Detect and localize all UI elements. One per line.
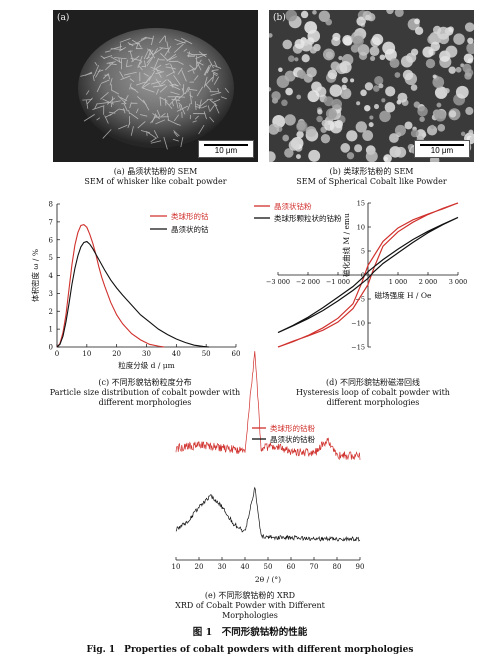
caption-a: (a) 晶须状钴粉的 SEM SEM of whisker like cobal… <box>53 167 258 187</box>
chart-c-xtick-label: 0 <box>55 350 59 358</box>
sem-image-whisker: (a) 10 μm <box>53 10 258 162</box>
chart-d-series-0 <box>277 202 459 348</box>
chart-e-xtick-label: 20 <box>195 563 204 571</box>
chart-c-xtick-label: 60 <box>232 350 241 358</box>
scale-bar-b: 10 μm <box>414 140 470 158</box>
caption-e-en-2: Morphologies <box>222 611 278 620</box>
chart-d-ytick-label: −5 <box>355 296 365 304</box>
chart-c-ytick-label: 4 <box>49 272 54 280</box>
caption-c-zh: (c) 不同形貌钴粉粒度分布 <box>98 378 192 387</box>
chart-c-ytick-label: 0 <box>49 344 53 352</box>
chart-c: 0 10 20 30 40 50 60 0 1 2 3 4 5 6 7 8 粒度分级 d / μm 体积密度 ω … <box>30 201 240 371</box>
caption-a-zh: (a) 晶须状钴粉的 SEM <box>113 167 198 176</box>
chart-c-axes <box>56 204 236 348</box>
sem-spherical-texture <box>269 10 474 162</box>
figure-title-zh: 图 1 不同形貌钴粉的性能 <box>192 627 308 638</box>
chart-d-xtick-label: 1 000 <box>389 278 408 286</box>
chart-e-legend-label-0: 类球形的钴粉 <box>270 423 315 433</box>
chart-d: −3 000 −2 000 −1 000 1 000 2 000 3 000 −15 −10 −… <box>254 200 467 352</box>
panel-letter-a: (a) <box>57 13 70 23</box>
chart-c-series-1 <box>56 240 210 348</box>
chart-d-xtick-label: −3 000 <box>266 278 290 286</box>
caption-d-en-1: Hysteresis loop of cobalt powder with <box>296 388 450 397</box>
chart-c-xtick-label: 30 <box>142 350 151 358</box>
caption-d-zh: (d) 不同形貌钴粉磁滞回线 <box>326 378 420 387</box>
scale-bar-label-b: 10 μm <box>430 146 454 155</box>
chart-d-ytick-label: 5 <box>361 248 365 256</box>
caption-b-zh: (b) 类球形钴粉的 SEM <box>329 167 414 176</box>
chart-e-legend-label-1: 晶须状的钴粉 <box>270 434 315 444</box>
chart-c-ytick-label: 2 <box>49 308 53 316</box>
chart-c-ytick-label: 6 <box>49 236 54 244</box>
chart-c-xtick-label: 50 <box>202 350 211 358</box>
caption-b-en: SEM of Spherical Cobalt like Powder <box>296 177 447 186</box>
chart-c-ytick-label: 5 <box>49 254 53 262</box>
sem-whisker-texture <box>53 10 258 162</box>
chart-c-ytick-label: 8 <box>49 201 53 209</box>
chart-d-xtick-label: −2 000 <box>296 278 320 286</box>
chart-c-ytick-label: 1 <box>49 326 53 334</box>
chart-e-xtick-label: 90 <box>356 563 365 571</box>
chart-c-series-0 <box>56 223 165 348</box>
chart-e-xtick-label: 70 <box>310 563 319 571</box>
chart-e-xtick-label: 60 <box>287 563 296 571</box>
chart-d-ytick-label: −15 <box>351 344 365 352</box>
chart-e-xtick-label: 40 <box>241 563 250 571</box>
chart-c-ytick-label: 3 <box>49 290 53 298</box>
chart-c-xtick-label: 20 <box>112 350 121 358</box>
chart-d-ytick-label: 15 <box>357 200 365 208</box>
chart-c-legend-label-1: 晶须状的钴 <box>171 224 209 234</box>
chart-d-xlabel: 磁场强度 H / Oe <box>375 290 432 300</box>
panel-letter-b: (b) <box>273 13 286 23</box>
chart-d-legend-label-0: 晶须状钴粉 <box>274 201 312 211</box>
caption-e-en-1: XRD of Cobalt Powder with Different <box>175 601 325 610</box>
chart-c-ytick-label: 7 <box>49 218 53 226</box>
caption-b: (b) 类球形钴粉的 SEM SEM of Spherical Cobalt l… <box>269 167 474 187</box>
chart-e-xlabel: 2θ / (°) <box>255 575 281 584</box>
chart-e-series-0 <box>175 351 361 461</box>
chart-d-ytick-label: 10 <box>357 224 365 232</box>
chart-d-xtick-label: −1 000 <box>326 278 350 286</box>
caption-c-en-2: different morphologies <box>98 398 192 407</box>
chart-d-series-1 <box>277 216 459 334</box>
chart-d-xtick-label: 2 000 <box>419 278 438 286</box>
chart-d-ytick-label: −10 <box>351 320 365 328</box>
chart-e-xtick-label: 80 <box>333 563 342 571</box>
chart-e-xtick-label: 50 <box>264 563 273 571</box>
chart-e-xtick-label: 30 <box>218 563 227 571</box>
chart-d-ytick-label: 0 <box>361 272 365 280</box>
chart-c-legend-label-0: 类球形的钴 <box>171 211 209 221</box>
chart-d-ylabel: 磁化曲线 M / emu <box>341 213 351 277</box>
chart-e-series-1 <box>175 486 361 542</box>
scale-bar-label-a: 10 μm <box>214 146 238 155</box>
chart-e-xtick-label: 10 <box>172 563 181 571</box>
chart-c-xtick-label: 10 <box>82 350 91 358</box>
chart-d-xtick-label: 3 000 <box>449 278 468 286</box>
caption-d-en-2: different morphologies <box>326 398 420 407</box>
caption-e-zh: (e) 不同形貌钴粉的 XRD <box>204 591 296 600</box>
caption-e: (e) 不同形貌钴粉的 XRD XRD of Cobalt Powder wit… <box>140 591 360 621</box>
caption-d: (d) 不同形貌钴粉磁滞回线 Hysteresis loop of cobalt… <box>263 378 483 408</box>
caption-c: (c) 不同形貌钴粉粒度分布 Particle size distributio… <box>40 378 250 408</box>
chart-d-legend-label-1: 类球形颗粒状的钴粉 <box>274 213 342 223</box>
chart-c-xtick-label: 40 <box>172 350 181 358</box>
chart-c-xlabel: 粒度分级 d / μm <box>118 360 174 370</box>
caption-c-en-1: Particle size distribution of cobalt pow… <box>49 388 241 397</box>
caption-a-en: SEM of whisker like cobalt powder <box>84 177 227 186</box>
figure-title-en: Fig. 1 Properties of cobalt powders with… <box>86 645 414 655</box>
chart-c-ylabel: 体积密度 ω / % <box>30 249 40 302</box>
sem-image-spherical: (b) 10 μm <box>269 10 474 162</box>
scale-bar-a: 10 μm <box>198 140 254 158</box>
